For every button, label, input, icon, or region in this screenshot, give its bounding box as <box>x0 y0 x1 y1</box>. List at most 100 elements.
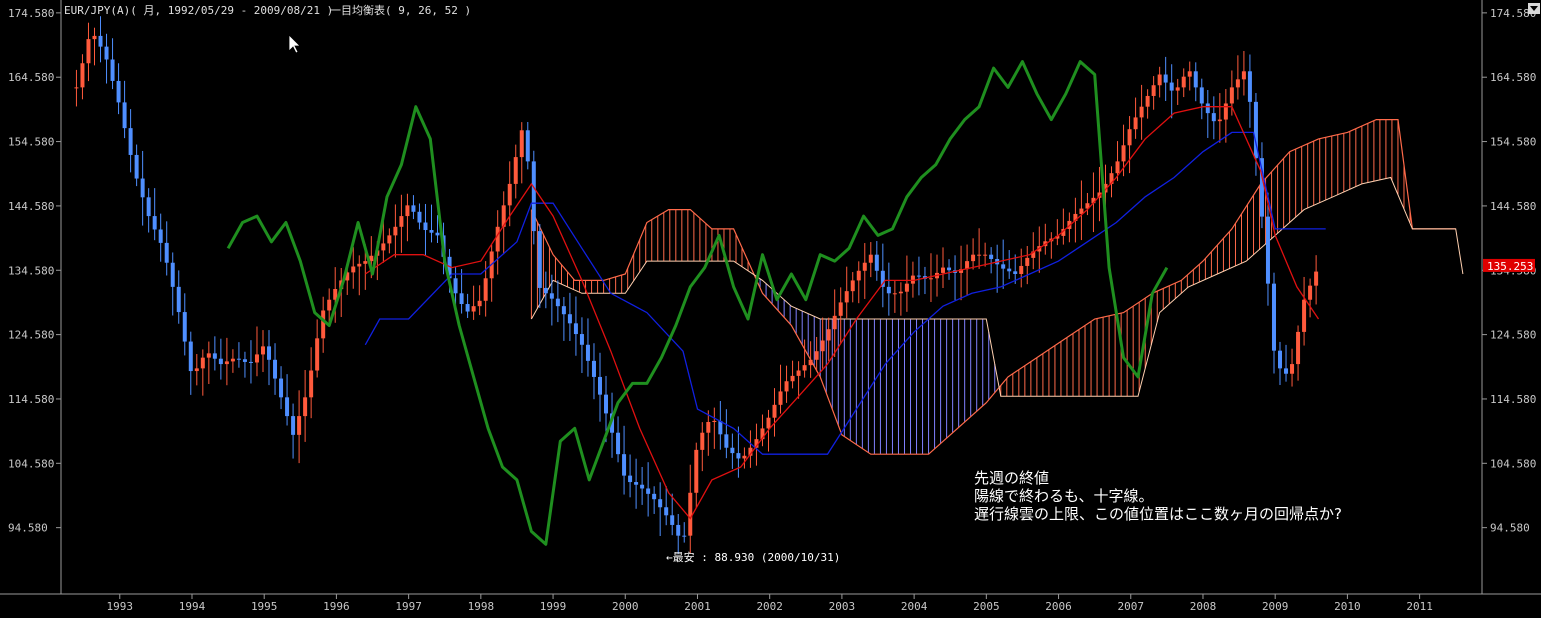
candle-up <box>1229 87 1234 104</box>
candle-up <box>1133 117 1138 130</box>
candle-up <box>965 261 970 270</box>
candle-up <box>501 205 506 227</box>
indicator-label: 一目均衡表( 9, 26, 52 ) <box>330 3 471 17</box>
candle-down <box>1271 283 1276 351</box>
candle-down <box>730 447 735 454</box>
candle-up <box>74 87 79 89</box>
candle-up <box>80 63 85 88</box>
candle-up <box>1079 208 1084 214</box>
candle-down <box>604 394 609 414</box>
candle-up <box>1139 106 1144 118</box>
candle-up <box>1061 228 1066 236</box>
x-tick-label: 2006 <box>1045 600 1072 613</box>
candle-up <box>387 235 392 244</box>
candle-down <box>916 275 921 277</box>
candle-up <box>224 361 229 365</box>
candle-up <box>742 455 747 459</box>
candle-up <box>230 358 235 362</box>
candle-up <box>959 269 964 273</box>
candle-down <box>212 353 217 359</box>
candle-down <box>640 484 645 489</box>
kumo-cloud <box>530 119 1464 455</box>
candle-down <box>248 361 253 363</box>
last-price-badge <box>1483 258 1535 272</box>
candle-up <box>772 404 777 418</box>
candle-up <box>1241 71 1246 80</box>
candle-down <box>658 499 663 508</box>
candle-down <box>573 323 578 335</box>
y-tick-label-right: 104.580 <box>1490 457 1536 470</box>
candle-up <box>748 447 753 456</box>
candle-up <box>351 266 356 273</box>
candle-down <box>1007 268 1012 272</box>
menu-toggle[interactable] <box>1528 3 1540 14</box>
candle-down <box>1265 216 1270 284</box>
candle-down <box>122 102 127 129</box>
candle-down <box>1193 71 1198 88</box>
x-tick-label: 2007 <box>1118 600 1145 613</box>
candle-down <box>634 482 639 485</box>
candle-up <box>357 263 362 267</box>
candle-down <box>236 358 241 360</box>
candle-up <box>1073 213 1078 221</box>
candle-up <box>778 391 783 405</box>
y-tick-label-left: 134.580 <box>8 264 54 277</box>
candle-up <box>1175 87 1180 91</box>
candle-up <box>1121 145 1126 162</box>
candle-down <box>1001 264 1006 269</box>
candle-up <box>1181 76 1186 88</box>
candle-up <box>1019 265 1024 274</box>
candle-down <box>1199 87 1204 104</box>
candle-down <box>652 493 657 500</box>
candle-up <box>507 183 512 206</box>
candle-down <box>616 432 621 455</box>
candle-down <box>176 286 181 313</box>
y-tick-label-left: 144.580 <box>8 200 54 213</box>
candle-up <box>850 280 855 292</box>
candle-down <box>104 46 109 60</box>
x-tick-label: 2011 <box>1406 600 1433 613</box>
y-tick-label-left: 164.580 <box>8 71 54 84</box>
candle-down <box>459 293 464 305</box>
candle-up <box>766 417 771 429</box>
candle-up <box>977 254 982 256</box>
candle-up <box>519 130 524 158</box>
x-tick-label: 2008 <box>1190 600 1217 613</box>
candle-up <box>983 254 988 256</box>
candle-up <box>483 278 488 301</box>
candle-down <box>453 278 458 294</box>
y-tick-label-right: 164.580 <box>1490 71 1536 84</box>
candle-down <box>152 216 157 230</box>
chevron-down-icon <box>1530 6 1538 11</box>
lowest-price-label: ←最安 : 88.930 (2000/10/31) <box>666 550 840 564</box>
candle-down <box>628 475 633 483</box>
instrument-label: EUR/JPY(A)( 月, 1992/05/29 - 2009/08/21 ) <box>64 4 333 17</box>
candle-up <box>868 254 873 263</box>
candle-up <box>297 416 302 435</box>
candle-down <box>1205 103 1210 114</box>
candle-up <box>315 338 320 371</box>
candle-up <box>688 492 693 536</box>
candle-up <box>1314 271 1319 286</box>
candle-down <box>676 524 681 536</box>
candle-up <box>1157 74 1162 86</box>
candle-down <box>242 359 247 362</box>
candle-up <box>345 272 350 281</box>
candle-down <box>158 229 163 243</box>
candle-up <box>808 359 813 366</box>
candle-up <box>1109 173 1114 184</box>
candle-up <box>838 302 843 316</box>
kijun-line <box>364 131 1326 455</box>
candle-up <box>784 381 789 392</box>
candle-up <box>194 368 199 372</box>
x-tick-label: 2005 <box>973 600 1000 613</box>
candle-down <box>1259 158 1264 217</box>
candle-up <box>333 289 338 300</box>
x-tick-label: 1995 <box>251 600 278 613</box>
candle-up <box>363 261 368 264</box>
candle-up <box>1103 183 1108 193</box>
candle-down <box>182 312 187 342</box>
candle-down <box>291 416 296 435</box>
candle-down <box>1169 82 1174 91</box>
